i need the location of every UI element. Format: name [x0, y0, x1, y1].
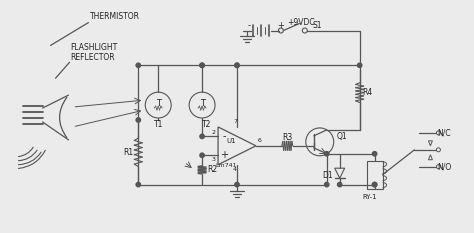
Text: 2: 2 [211, 130, 215, 135]
Text: R3: R3 [282, 133, 292, 142]
Text: +9VDC: +9VDC [287, 18, 314, 27]
Circle shape [373, 182, 377, 187]
Circle shape [357, 63, 362, 68]
Text: N/O: N/O [438, 162, 452, 171]
Text: R4: R4 [363, 88, 373, 97]
Circle shape [136, 118, 140, 122]
Circle shape [373, 152, 377, 156]
Text: 4: 4 [233, 167, 237, 172]
Circle shape [235, 182, 239, 187]
Circle shape [325, 182, 329, 187]
Circle shape [136, 63, 140, 68]
Text: D1: D1 [322, 171, 333, 180]
Text: R2: R2 [207, 165, 217, 175]
Text: T1: T1 [154, 120, 163, 130]
Bar [366, 161, 383, 188]
Circle shape [325, 152, 329, 156]
Text: -: - [222, 131, 226, 141]
Circle shape [337, 182, 342, 187]
Circle shape [136, 182, 140, 187]
Text: T: T [156, 99, 161, 108]
Text: U1: U1 [227, 138, 236, 144]
Circle shape [200, 134, 204, 139]
Text: 7: 7 [233, 120, 237, 124]
Circle shape [373, 182, 377, 187]
Circle shape [200, 63, 204, 68]
Text: RY-1: RY-1 [362, 194, 377, 199]
Text: T: T [200, 99, 205, 108]
Text: N/C: N/C [438, 128, 451, 137]
Text: +: + [220, 150, 228, 160]
Text: T2: T2 [202, 120, 212, 130]
Text: FLASHLIGHT
REFLECTOR: FLASHLIGHT REFLECTOR [71, 43, 118, 62]
Text: Q1: Q1 [337, 132, 347, 141]
Text: S1: S1 [313, 21, 322, 30]
Circle shape [235, 63, 239, 68]
Text: R1: R1 [123, 148, 133, 157]
Circle shape [200, 63, 204, 68]
Text: 6: 6 [258, 138, 262, 143]
Circle shape [235, 63, 239, 68]
Circle shape [200, 153, 204, 158]
Text: 3: 3 [211, 157, 215, 162]
Text: +: + [277, 21, 284, 30]
Text: Lm741: Lm741 [215, 163, 237, 168]
Text: THERMISTOR: THERMISTOR [91, 12, 140, 21]
Text: -: - [247, 21, 250, 30]
